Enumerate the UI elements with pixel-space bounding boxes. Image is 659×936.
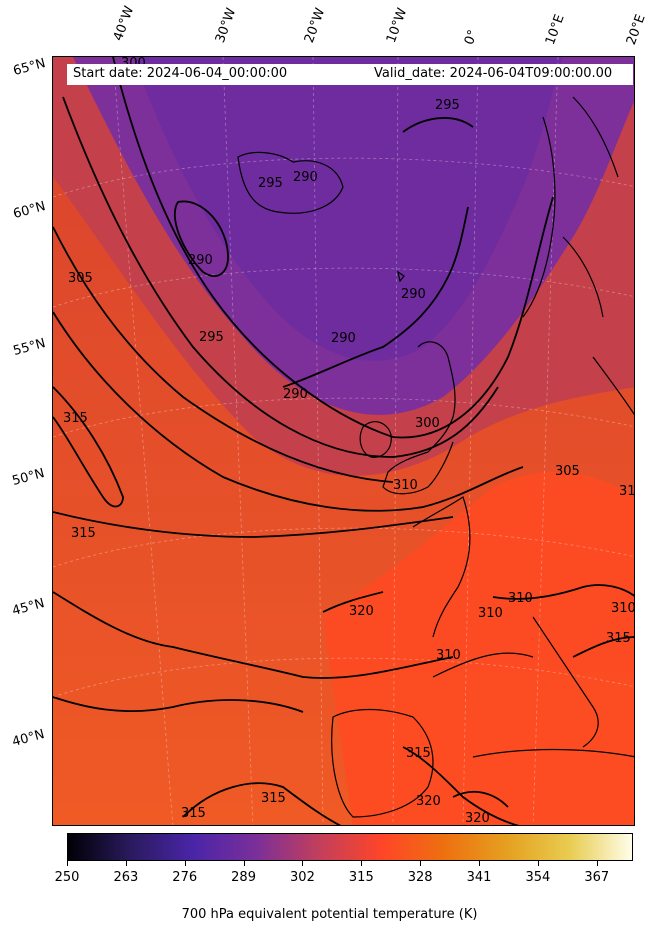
- baltic-coast: [592, 356, 634, 416]
- latitude-label: 50°N: [10, 466, 47, 489]
- iberia-coast: [331, 708, 434, 818]
- contour-310-south: [53, 591, 454, 679]
- contour-label: 315: [406, 746, 431, 761]
- colorbar-tick-mark: [361, 861, 363, 866]
- italy-coast: [532, 616, 599, 748]
- contour-310-east: [492, 584, 634, 600]
- colorbar-tick-mark: [420, 861, 422, 866]
- start-date-label: Start date: 2024-06-04_00:00:00: [73, 66, 288, 81]
- colorbar-tick-label: 302: [290, 870, 315, 885]
- colorbar-tick-mark: [125, 861, 127, 866]
- colorbar-title: 700 hPa equivalent potential temperature…: [181, 907, 478, 922]
- contour-label: 290: [331, 331, 356, 346]
- contour-label: 310: [436, 648, 461, 663]
- colorbar-tick-label: 315: [348, 870, 374, 885]
- contour-label: 320: [416, 794, 441, 809]
- longitude-label: 10°W: [383, 6, 411, 45]
- contour-labels: 300 295 290 295 290 305 295 290 290 290 …: [63, 57, 635, 826]
- latitude-label: 45°N: [10, 596, 47, 619]
- contour-label: 315: [619, 484, 635, 499]
- contour-320-se: [452, 790, 509, 808]
- contour-310-iberia: [53, 696, 304, 713]
- valid-date-label: Valid_date: 2024-06-04T09:00:00.00: [374, 66, 613, 81]
- colorbar-tick-label: 341: [466, 870, 492, 885]
- contour-label: 290: [401, 287, 426, 302]
- contour-300: [62, 96, 499, 458]
- latitude-label: 60°N: [11, 199, 48, 222]
- contour-label: 320: [349, 604, 374, 619]
- longitude-label: 30°W: [212, 6, 240, 45]
- colorbar-tick-label: 250: [54, 870, 80, 885]
- colorbar-tick-mark: [67, 861, 68, 866]
- colorbar-tick-label: 367: [584, 870, 610, 885]
- great-britain-coast: [382, 341, 456, 495]
- contour-label: 300: [415, 416, 440, 431]
- colorbar-tick-mark: [184, 861, 186, 866]
- contour-label: 310: [508, 591, 533, 606]
- contour-310: [53, 311, 524, 512]
- contour-label: 315: [71, 526, 96, 541]
- faroe-islands: [397, 270, 405, 283]
- colorbar-tick-label: 276: [172, 870, 198, 885]
- contour-305: [53, 226, 394, 483]
- contour-label: 315: [181, 806, 206, 821]
- colorbar-tick-mark: [302, 861, 304, 866]
- colorbar-tick-mark: [243, 861, 245, 866]
- longitude-label: 10°E: [542, 12, 568, 48]
- longitude-label: 20°W: [301, 6, 329, 45]
- contour-320-band: [322, 591, 384, 613]
- contour-295-north: [402, 117, 474, 133]
- cold-air-core: [133, 57, 563, 361]
- contour-label: 290: [188, 253, 213, 268]
- contour-label: 320: [465, 811, 490, 826]
- latitude-label: 40°N: [10, 727, 47, 750]
- contour-label: 315: [63, 411, 88, 426]
- colorbar-tick-label: 354: [525, 870, 551, 885]
- france-coast: [412, 496, 471, 638]
- contour-label: 315: [261, 791, 286, 806]
- contour-label: 310: [393, 478, 418, 493]
- contour-label: 295: [199, 330, 224, 345]
- med-coast: [432, 652, 634, 758]
- iceland-coast: [237, 151, 344, 214]
- contour-290-central: [282, 206, 469, 388]
- map-canvas: 300 295 290 295 290 305 295 290 290 290 …: [53, 57, 635, 826]
- contour-label: 315: [606, 631, 631, 646]
- scandinavia-coast: [522, 96, 619, 318]
- colorbar-tick-mark: [596, 861, 598, 866]
- longitude-label: 40°W: [110, 4, 138, 43]
- colorbar-tick-mark: [479, 861, 481, 866]
- contour-label: 295: [435, 98, 460, 113]
- contour-label: 305: [68, 271, 93, 286]
- longitude-label: 20°E: [623, 12, 649, 48]
- map-panel: 300 295 290 295 290 305 295 290 290 290 …: [52, 56, 635, 826]
- graticule: [53, 57, 634, 825]
- colorbar-tick-label: 289: [231, 870, 256, 885]
- theta-e-contours: [53, 57, 634, 825]
- contour-label: 310: [478, 606, 503, 621]
- latitude-label: 55°N: [11, 336, 48, 359]
- date-header-background: [67, 64, 633, 85]
- contour-label: 290: [283, 387, 308, 402]
- contour-label: 290: [293, 170, 318, 185]
- warm-tongue-europe: [323, 471, 634, 825]
- colorbar: [67, 833, 633, 861]
- latitude-label: 65°N: [11, 56, 48, 79]
- colorbar-tick-label: 263: [113, 870, 139, 885]
- contour-315-italy: [402, 746, 520, 825]
- contour-315-band: [53, 511, 454, 538]
- colorbar-tick-mark: [537, 861, 539, 866]
- contour-label: 310: [611, 601, 635, 616]
- longitude-label: 0°: [461, 27, 482, 47]
- contour-315-east: [572, 636, 634, 658]
- ireland-coast: [359, 421, 392, 458]
- colorbar-tick-label: 328: [407, 870, 433, 885]
- coastlines: [237, 96, 634, 818]
- contour-315-med: [182, 782, 342, 825]
- contour-295-outer: [112, 57, 554, 439]
- contour-label: 295: [258, 176, 283, 191]
- contour-label: 305: [555, 464, 580, 479]
- contour-290-west: [173, 200, 229, 277]
- contour-315-loop: [53, 386, 124, 508]
